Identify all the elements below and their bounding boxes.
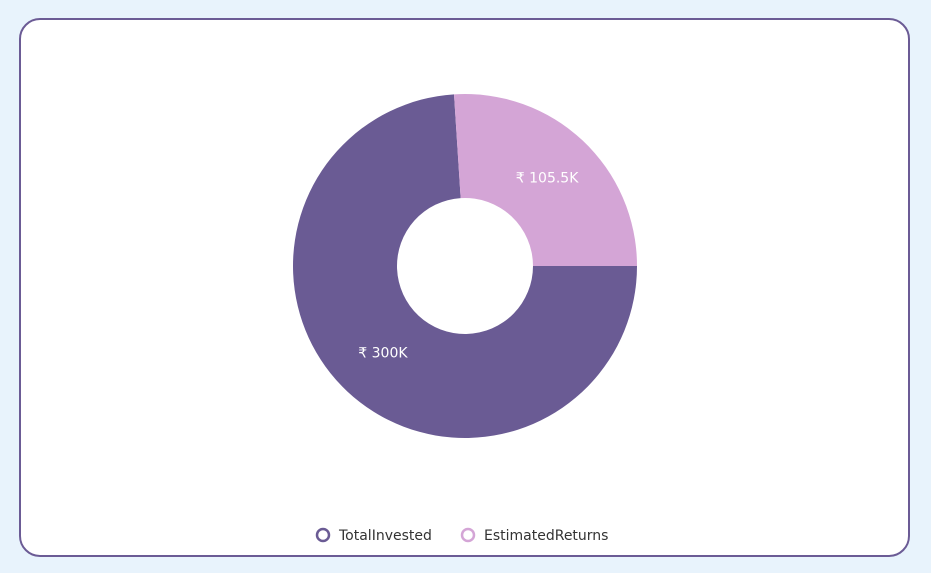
slice <box>293 94 637 438</box>
card <box>19 18 910 557</box>
legend-marker <box>460 527 476 543</box>
legend-label[interactable]: TotalInvested <box>338 528 432 544</box>
legend-label[interactable]: EstimatedReturns <box>484 528 608 544</box>
slice <box>454 94 637 266</box>
data-label: ₹ 300K <box>358 346 408 362</box>
data-label: ₹ 105.5K <box>516 170 579 186</box>
legend-marker <box>315 527 331 543</box>
